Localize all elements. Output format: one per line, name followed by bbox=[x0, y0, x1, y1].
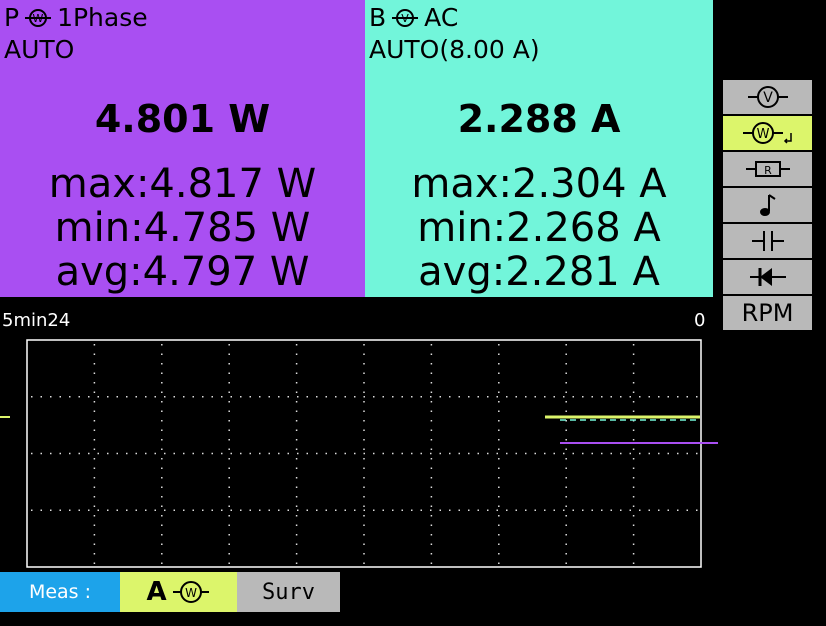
graph-end-label: 0 bbox=[694, 310, 706, 331]
tab-label: A bbox=[146, 577, 167, 607]
meas-tab[interactable]: Meas : bbox=[0, 572, 120, 612]
side-menu: V W R RPM bbox=[723, 80, 812, 332]
capacitance-button[interactable] bbox=[723, 224, 812, 260]
min-reading: min:2.268 A bbox=[417, 205, 661, 251]
button-label: R bbox=[764, 164, 772, 177]
voltage-icon: V bbox=[392, 9, 419, 27]
continuity-button[interactable] bbox=[723, 188, 812, 224]
max-reading: max:2.304 A bbox=[411, 161, 667, 207]
graph-grid bbox=[31, 344, 700, 565]
main-reading: 2.288 A bbox=[457, 97, 621, 141]
channel: P bbox=[4, 3, 20, 32]
min-reading: min:4.785 W bbox=[54, 205, 311, 251]
button-label: V bbox=[763, 90, 773, 106]
avg-reading: avg:2.281 A bbox=[418, 249, 660, 295]
icon-letter: W bbox=[185, 586, 197, 600]
mode: AC bbox=[424, 3, 459, 32]
icon-letter: W bbox=[33, 12, 44, 25]
power-button[interactable]: W bbox=[723, 116, 812, 152]
mode: 1Phase bbox=[57, 3, 148, 32]
secondary-panel: B V AC AUTO(8.00 A) 2.288 A max:2.304 A mi… bbox=[365, 0, 713, 297]
resistance-button[interactable]: R bbox=[723, 152, 812, 188]
primary-panel: P W 1Phase AUTO 4.801 W max:4.817 W min:4.… bbox=[0, 0, 365, 297]
button-label: W bbox=[756, 127, 769, 142]
rpm-button[interactable]: RPM bbox=[723, 296, 812, 332]
range: AUTO bbox=[4, 35, 75, 64]
range: AUTO(8.00 A) bbox=[369, 35, 540, 64]
trend-graph bbox=[0, 339, 718, 568]
primary-header: P W 1Phase bbox=[4, 4, 148, 32]
graph-frame bbox=[26, 339, 702, 568]
avg-reading: avg:4.797 W bbox=[55, 249, 310, 295]
icon-letter: V bbox=[401, 12, 409, 25]
graph-time-label: 5min24 bbox=[2, 310, 71, 331]
max-reading: max:4.817 W bbox=[48, 161, 317, 207]
surv-tab[interactable]: Surv bbox=[237, 572, 340, 612]
main-reading: 4.801 W bbox=[94, 97, 271, 141]
channel: B bbox=[369, 3, 387, 32]
power-icon: W bbox=[25, 9, 52, 27]
voltage-button[interactable]: V bbox=[723, 80, 812, 116]
diode-button[interactable] bbox=[723, 260, 812, 296]
secondary-header: B V AC bbox=[369, 4, 458, 32]
